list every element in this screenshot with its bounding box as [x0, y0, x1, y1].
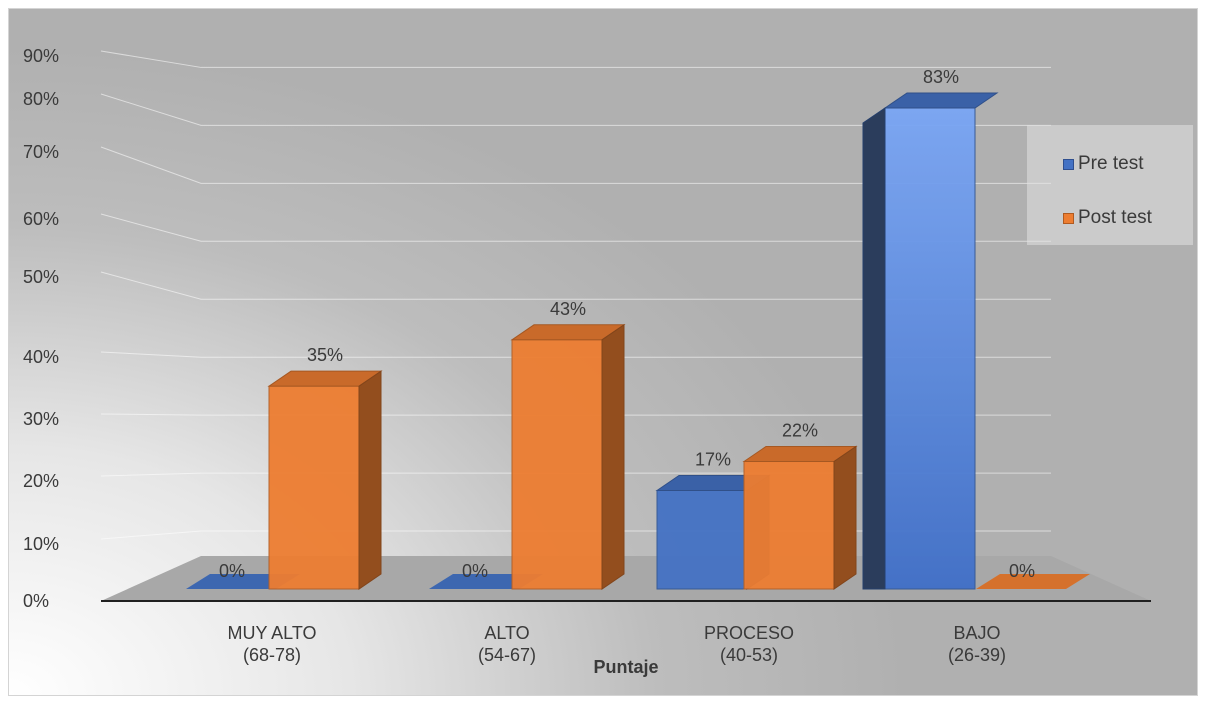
legend-swatch-post-test	[1063, 212, 1074, 224]
data-label-pre-test-proceso: 17%	[695, 449, 731, 469]
bar-front-pre-test-proceso	[656, 489, 748, 590]
category-labels: MUY ALTO(68-78) ALTO(54-67) PROCESO(40-53)…	[227, 623, 1006, 665]
bar-front-pre-test-bajo	[884, 107, 976, 590]
bar-post-test-muy-alto	[267, 370, 383, 590]
gridline	[100, 271, 1051, 300]
data-labels: 0% 0% 17% 83% 35% 43% 22% 0%	[219, 67, 1035, 581]
legend-item-post-test: Post test	[1063, 207, 1152, 229]
bar-pre-test-bajo	[862, 92, 999, 590]
legend: Pre test Post test	[1027, 125, 1193, 245]
category-label-bajo: BAJO	[953, 623, 1000, 643]
y-tick-label: 50%	[23, 267, 59, 287]
data-label-pre-test-alto: 0%	[462, 561, 488, 581]
bar-post-test-proceso	[742, 445, 858, 590]
data-label-post-test-alto: 43%	[550, 299, 586, 319]
data-label-post-test-bajo: 0%	[1009, 561, 1035, 581]
category-range-proceso: (40-53)	[720, 645, 778, 665]
gridline	[100, 213, 1051, 242]
y-tick-label: 0%	[23, 591, 49, 611]
gridline	[100, 413, 1051, 416]
y-tick-label: 90%	[23, 46, 59, 66]
bar-side-post-test-alto	[601, 323, 625, 590]
bar-top-pre-test-bajo	[883, 92, 999, 109]
legend-swatch-pre-test	[1063, 158, 1074, 170]
bar-side-pre-test-bajo	[862, 107, 886, 590]
y-tick-label: 30%	[23, 409, 59, 429]
category-label-muy-alto: MUY ALTO	[227, 623, 316, 643]
data-label-pre-test-muy-alto: 0%	[219, 561, 245, 581]
y-tick-label: 40%	[23, 347, 59, 367]
chart-frame: 0% 10% 20% 30% 40% 50% 60% 70% 80% 90% 0% 0% 17% 83%…	[8, 8, 1198, 696]
bars	[186, 92, 1090, 590]
legend-label-pre-test: Pre test	[1078, 153, 1144, 174]
y-tick-label: 70%	[23, 142, 59, 162]
y-tick-label: 20%	[23, 471, 59, 491]
gridline	[100, 93, 1051, 126]
x-axis-title: Puntaje	[593, 657, 658, 677]
bar-front-post-test-alto	[511, 339, 603, 590]
y-tick-label: 10%	[23, 534, 59, 554]
bar-post-test-bajo	[976, 574, 1090, 589]
bar-front-post-test-proceso	[743, 461, 835, 590]
y-tick-label: 60%	[23, 209, 59, 229]
category-range-alto: (54-67)	[478, 645, 536, 665]
category-range-muy-alto: (68-78)	[243, 645, 301, 665]
category-label-proceso: PROCESO	[704, 623, 794, 643]
y-tick-label: 80%	[23, 89, 59, 109]
data-label-post-test-proceso: 22%	[782, 421, 818, 441]
gridline	[100, 351, 1051, 358]
data-label-pre-test-bajo: 83%	[923, 67, 959, 87]
gridline	[100, 50, 1051, 68]
bar-zero-post-test-bajo	[976, 574, 1090, 589]
legend-item-pre-test: Pre test	[1063, 153, 1143, 175]
bar-post-test-alto	[510, 323, 626, 590]
y-axis-ticks: 0% 10% 20% 30% 40% 50% 60% 70% 80% 90%	[23, 46, 59, 611]
data-label-post-test-muy-alto: 35%	[307, 345, 343, 365]
gridlines	[100, 50, 1051, 540]
gridline	[100, 146, 1051, 184]
legend-label-post-test: Post test	[1078, 207, 1152, 228]
bar-side-post-test-muy-alto	[358, 370, 382, 590]
category-label-alto: ALTO	[484, 623, 529, 643]
bar-side-post-test-proceso	[833, 445, 857, 590]
bar-chart: 0% 10% 20% 30% 40% 50% 60% 70% 80% 90% 0% 0% 17% 83%…	[23, 46, 1151, 677]
bar-front-post-test-muy-alto	[268, 385, 360, 590]
category-range-bajo: (26-39)	[948, 645, 1006, 665]
